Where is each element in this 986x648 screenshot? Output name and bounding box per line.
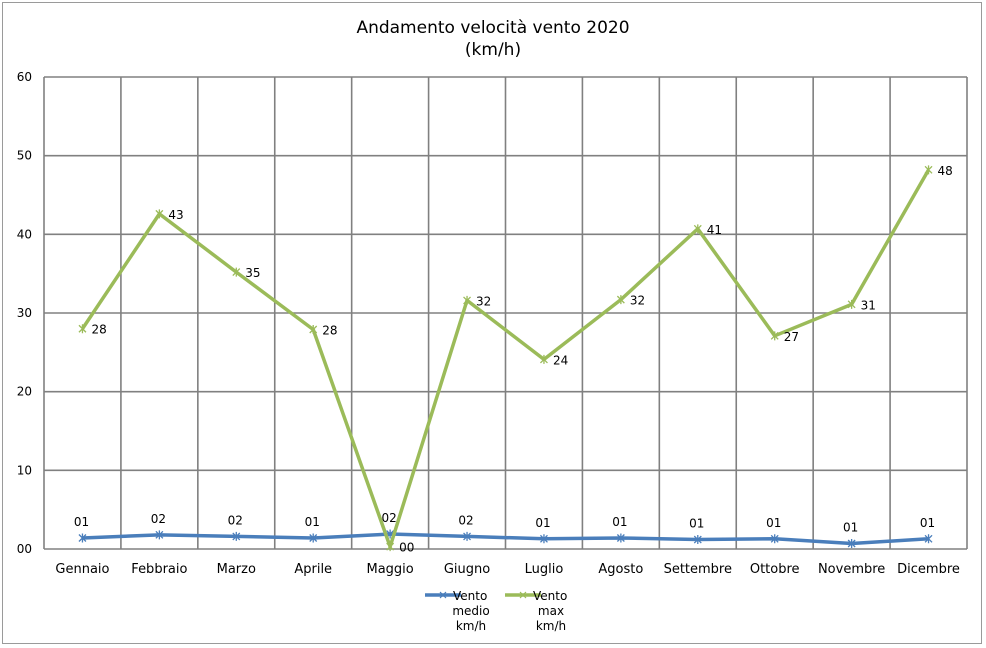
data-label-max: 48 [938,164,953,178]
y-tick-label: 20 [17,385,32,399]
series-marker-1 [309,325,318,335]
x-tick-label: Maggio [366,562,413,577]
series-marker-1 [78,324,87,334]
series-marker-0 [847,538,856,548]
data-label-max: 00 [399,541,414,555]
series-marker-1 [924,165,933,175]
data-label-max: 28 [91,323,106,337]
series-marker-1 [232,267,241,277]
data-label-medio: 01 [305,515,320,529]
series-marker-0 [78,533,87,543]
data-label-max: 28 [322,324,337,338]
data-label-medio: 01 [689,517,704,531]
y-tick-label: 00 [17,542,32,556]
legend-label-0: Vento [453,589,487,603]
series-marker-0 [232,531,241,541]
legend-marker-1 [519,591,527,599]
data-label-medio: 01 [766,516,781,530]
x-tick-label: Agosto [598,562,643,577]
legend-label-1: max [538,604,564,618]
y-tick-label: 40 [17,227,32,241]
data-label-max: 41 [707,223,722,237]
data-label-max: 31 [861,298,876,312]
series-marker-1 [155,209,164,219]
chart-subtitle: (km/h) [464,40,522,60]
y-tick-label: 30 [17,306,32,320]
data-label-max: 24 [553,353,568,367]
series-marker-1 [386,542,395,552]
data-label-medio: 02 [151,512,166,526]
series-marker-1 [847,299,856,309]
data-label-medio: 01 [612,515,627,529]
series-line-0 [82,532,929,546]
series-marker-1 [539,354,548,364]
data-label-max: 27 [784,330,799,344]
series-line-1 [81,168,931,549]
x-tick-label: Ottobre [750,562,800,577]
data-label-medio: 01 [535,516,550,530]
x-tick-label: Gennaio [55,562,109,577]
series-marker-1 [463,295,472,305]
series-marker-0 [309,533,318,543]
data-label-medio: 02 [228,513,243,527]
series-marker-0 [463,531,472,541]
series-marker-0 [539,534,548,544]
data-label-max: 32 [476,294,491,308]
legend-label-1: km/h [536,619,566,633]
data-label-medio: 02 [381,511,396,525]
x-tick-label: Luglio [525,562,564,577]
data-label-medio: 01 [920,516,935,530]
x-tick-label: Giugno [444,562,490,577]
y-tick-label: 50 [17,149,32,163]
legend-label-1: Vento [533,589,567,603]
series-marker-1 [770,331,779,341]
data-label-medio: 01 [74,515,89,529]
legend-label-0: medio [452,604,489,618]
legend-marker-0 [439,591,447,599]
series-marker-0 [770,534,779,544]
x-tick-label: Marzo [217,562,256,577]
data-label-medio: 02 [458,513,473,527]
legend-label-0: km/h [456,619,486,633]
x-tick-label: Aprile [294,562,332,577]
series-marker-0 [693,535,702,545]
data-label-max: 43 [168,208,183,222]
y-tick-label: 10 [17,463,32,477]
series-marker-0 [155,530,164,540]
x-tick-label: Dicembre [897,562,960,577]
series-marker-0 [924,534,933,544]
chart-title: Andamento velocità vento 2020 [356,18,630,38]
data-label-max: 35 [245,266,260,280]
x-tick-label: Settembre [664,562,732,577]
x-tick-label: Novembre [818,562,885,577]
y-tick-label: 60 [17,70,32,84]
data-label-max: 32 [630,294,645,308]
series-marker-0 [616,533,625,543]
series-marker-1 [693,224,702,234]
data-label-medio: 01 [843,520,858,534]
x-tick-label: Febbraio [131,562,187,577]
series-marker-1 [616,295,625,305]
